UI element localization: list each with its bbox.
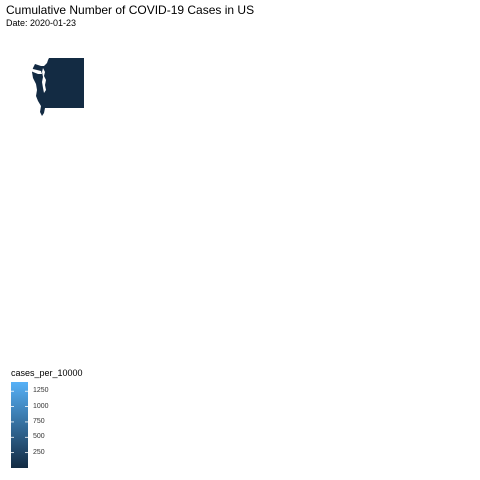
legend-tick-label-500: 500 [33,433,45,441]
legend-tick-label-750: 750 [33,417,45,425]
page-title: Cumulative Number of COVID-19 Cases in U… [6,3,255,17]
legend-tick-marks [11,390,28,454]
strait-shape [29,68,42,74]
legend-tick-label-1250: 1250 [33,387,49,395]
color-legend: cases_per_10000 1250 1000 750 500 250 [8,368,118,473]
legend-colorbar [11,382,28,468]
date-subtitle: Date: 2020-01-23 [6,18,77,28]
legend-tick-label-1000: 1000 [33,402,49,410]
legend-title: cases_per_10000 [11,368,83,378]
map-canvas [29,58,84,116]
puget-sound-shape [42,68,46,93]
legend-tick-label-250: 250 [33,448,45,456]
washington-state-shape [32,58,84,116]
